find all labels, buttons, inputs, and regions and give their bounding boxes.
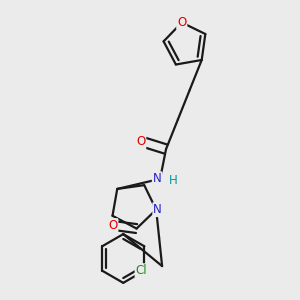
Text: H: H xyxy=(169,174,178,187)
Text: Cl: Cl xyxy=(136,264,147,277)
Text: N: N xyxy=(153,172,161,185)
Text: O: O xyxy=(108,219,117,232)
Text: O: O xyxy=(136,135,146,148)
Text: O: O xyxy=(177,16,186,29)
Text: N: N xyxy=(153,203,162,216)
